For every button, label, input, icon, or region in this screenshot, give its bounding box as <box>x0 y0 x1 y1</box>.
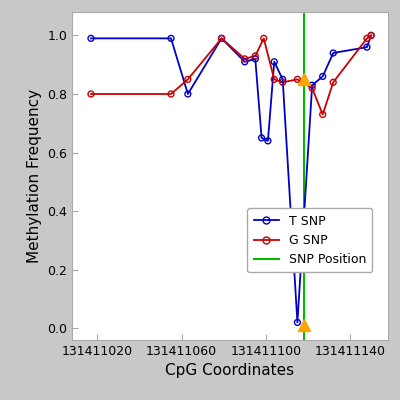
Point <box>271 76 278 82</box>
Legend: T SNP, G SNP, SNP Position: T SNP, G SNP, SNP Position <box>247 208 372 272</box>
X-axis label: CpG Coordinates: CpG Coordinates <box>166 364 294 378</box>
Point <box>294 319 301 326</box>
Point <box>280 79 286 86</box>
Point <box>218 35 225 42</box>
Point <box>88 35 94 42</box>
Point <box>364 44 370 50</box>
Point <box>309 82 315 88</box>
Point <box>368 32 374 39</box>
Point <box>185 91 191 97</box>
Point <box>88 91 94 97</box>
Point <box>280 76 286 82</box>
Point <box>258 135 265 141</box>
Point <box>168 91 174 97</box>
Point <box>242 56 248 62</box>
Point <box>364 35 370 42</box>
Point <box>185 76 191 82</box>
Point <box>330 50 336 56</box>
Point <box>330 79 336 86</box>
Point <box>252 53 258 59</box>
Point <box>320 73 326 80</box>
Point <box>294 76 301 82</box>
Point <box>368 32 374 39</box>
Point <box>271 58 278 65</box>
Point <box>218 35 225 42</box>
Point <box>320 111 326 118</box>
Point <box>260 35 267 42</box>
Point <box>265 138 271 144</box>
Y-axis label: Methylation Frequency: Methylation Frequency <box>26 89 42 263</box>
Point <box>168 35 174 42</box>
Point <box>242 58 248 65</box>
Point <box>309 85 315 91</box>
Point <box>252 56 258 62</box>
